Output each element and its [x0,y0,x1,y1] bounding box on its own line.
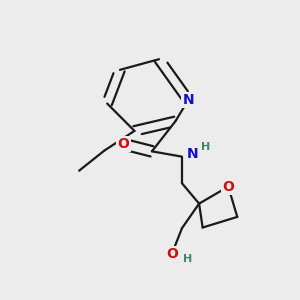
Text: O: O [118,137,130,151]
Text: N: N [182,93,194,107]
Text: O: O [222,180,234,194]
Text: H: H [201,142,210,152]
Text: H: H [183,254,192,264]
Text: O: O [166,247,178,261]
Text: N: N [187,147,199,161]
